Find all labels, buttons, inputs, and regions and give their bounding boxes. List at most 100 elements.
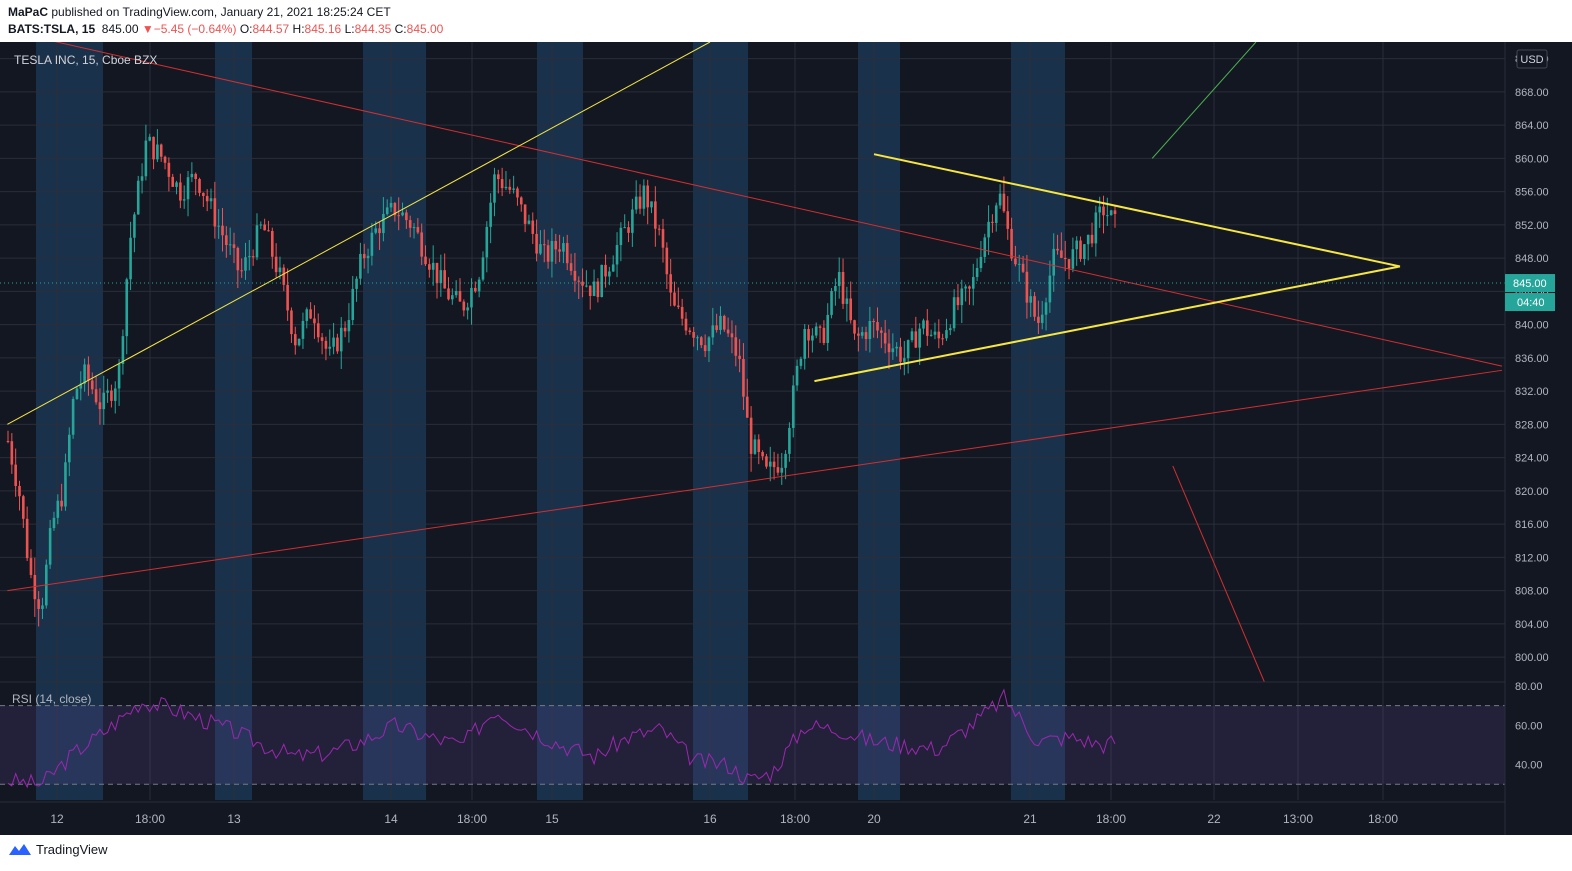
candle-body: [700, 337, 703, 346]
candle-body: [926, 320, 929, 336]
triangle-upper-line[interactable]: [873, 153, 1401, 268]
candle-body: [278, 267, 282, 273]
candle-body: [500, 179, 504, 189]
price-tick-label: 868.00: [1515, 87, 1549, 99]
candle-body: [156, 144, 159, 160]
candle-body: [581, 281, 584, 286]
candle-body: [776, 467, 780, 473]
candle-body: [554, 240, 558, 250]
candle-body: [722, 315, 726, 330]
trend-line-red-descending[interactable]: [20, 42, 1503, 367]
candle-body: [834, 285, 837, 292]
trend-line-red-ascending[interactable]: [7, 369, 1503, 592]
tradingview-brand[interactable]: TradingView: [8, 842, 108, 857]
candle-body: [910, 331, 914, 341]
candle-body: [899, 346, 902, 362]
candle-body: [611, 264, 615, 272]
trend-line-yellow-ascending[interactable]: [7, 42, 711, 425]
candle-body: [768, 461, 772, 467]
candle-body: [841, 271, 845, 304]
candle-body: [389, 202, 393, 208]
candle-body: [244, 257, 247, 271]
high-label: H:: [292, 22, 305, 36]
tradingview-logo-icon: [9, 843, 31, 855]
candle-body: [290, 310, 293, 335]
candle-body: [22, 496, 25, 519]
grid-lines: [0, 42, 1505, 800]
candle-body: [619, 227, 623, 246]
rsi-title: RSI (14, close): [12, 692, 91, 706]
candle-body: [941, 338, 944, 340]
trend-drawings[interactable]: [0, 42, 1505, 683]
last-price-tag: [1505, 274, 1555, 293]
candle-body: [416, 227, 420, 233]
candle-body: [734, 337, 738, 356]
candle-body: [393, 202, 397, 216]
candle-body: [1086, 234, 1090, 245]
last-price-tag-label: 845.00: [1513, 278, 1547, 290]
candle-body: [703, 345, 707, 352]
chart-canvas[interactable]: 872.00868.00864.00860.00856.00852.00848.…: [0, 42, 1572, 835]
candle-body: [983, 237, 987, 257]
triangle-lower-line[interactable]: [814, 265, 1401, 383]
candle-body: [1090, 234, 1094, 244]
candle-body: [539, 244, 542, 254]
time-axis[interactable]: 12 18:00 13 14 18:00 15 16 18:00 20 21 18:00 22 13:0…: [50, 812, 1398, 826]
candle-body: [328, 346, 332, 349]
candle-body: [1106, 215, 1109, 217]
candle-body: [784, 453, 787, 468]
time-tick-label: 21: [1023, 812, 1037, 826]
candle-body: [236, 247, 240, 271]
candle-body: [600, 264, 604, 297]
candle-body: [405, 212, 408, 221]
candle-body: [519, 197, 523, 205]
candle-body: [1006, 211, 1010, 229]
candle-body: [205, 196, 209, 202]
candle-body: [1102, 206, 1105, 216]
candle-body: [171, 176, 175, 187]
candle-body: [987, 221, 990, 238]
candle-body: [508, 186, 512, 190]
candle-body: [48, 528, 52, 565]
candle-body: [523, 204, 527, 224]
author-name[interactable]: MaPaC: [8, 5, 49, 19]
open-label: O:: [239, 22, 253, 36]
currency-badge[interactable]: [1516, 49, 1548, 69]
candle-body: [818, 326, 822, 328]
candle-body: [90, 380, 94, 390]
trend-line-red-down[interactable]: [1172, 465, 1265, 683]
candle-body: [1010, 228, 1013, 259]
candle-body: [880, 330, 883, 333]
candle-body: [129, 237, 132, 280]
countdown-tag: [1505, 293, 1555, 312]
candle-body: [401, 212, 404, 216]
candle-body: [94, 389, 98, 403]
candle-body: [320, 337, 324, 341]
candle-body: [937, 331, 941, 339]
candle-body: [343, 327, 347, 332]
time-tick-label: 12: [50, 812, 64, 826]
candle-body: [255, 225, 259, 258]
candle-body: [1037, 316, 1040, 323]
candle-body: [715, 325, 718, 330]
candle-body: [259, 224, 263, 226]
candle-body: [1056, 248, 1059, 251]
candle-body: [213, 198, 217, 227]
candle-body: [133, 214, 136, 238]
candle-body: [634, 196, 638, 210]
candle-body: [830, 291, 833, 315]
candle-body: [485, 226, 489, 258]
candle-body: [757, 439, 761, 453]
price-tick-label: 852.00: [1515, 220, 1549, 232]
candle-body: [451, 295, 454, 300]
candle-body: [1071, 249, 1075, 269]
candle-body: [1040, 314, 1044, 323]
candle-body: [837, 271, 841, 286]
candle-body: [198, 178, 201, 193]
candle-body: [194, 173, 197, 179]
candle-body: [558, 249, 561, 252]
candle-body: [562, 243, 565, 252]
candle-body: [569, 263, 573, 271]
trend-line-green[interactable]: [1151, 42, 1257, 159]
candle-body: [251, 256, 255, 258]
